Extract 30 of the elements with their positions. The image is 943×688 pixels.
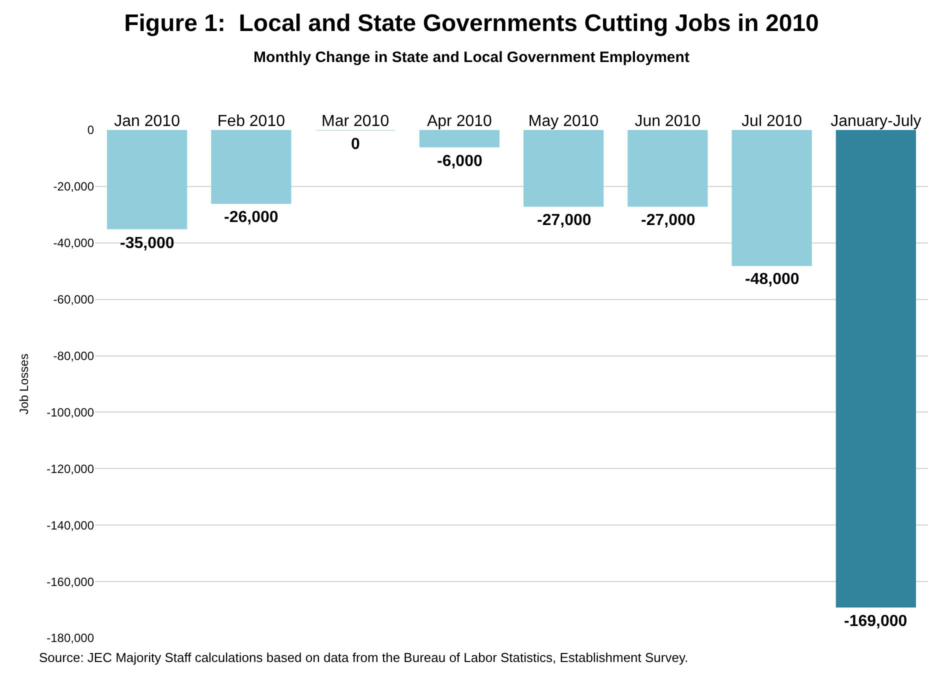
x-tick-label: Apr 2010 [426,112,492,130]
y-tick-label: -180,000 [46,631,94,646]
data-label: -26,000 [224,209,278,226]
x-tick-label: May 2010 [528,112,599,130]
y-axis-title: Job Losses [16,354,31,414]
chart-title: Figure 1: Local and State Governments Cutting Jobs in 2010 [124,10,819,37]
data-label: -27,000 [641,212,696,229]
y-tick-label: -160,000 [46,574,94,589]
y-tick-label: -120,000 [46,462,94,476]
y-tick-label: -20,000 [53,180,94,194]
x-tick-label: Mar 2010 [322,112,390,130]
data-label: -169,000 [844,613,908,630]
data-label: -27,000 [537,212,592,229]
x-tick-label: Jan 2010 [114,112,180,130]
x-tick-label: Jul 2010 [742,112,802,130]
y-tick-label: -60,000 [53,292,94,307]
y-tick-label: -40,000 [53,236,94,250]
y-tick-label: -100,000 [46,405,94,420]
source-note: Source: JEC Majority Staff calculations based on data from the Bureau of Labor Statistics, Establishment Survey. [39,650,688,665]
chart-subtitle: Monthly Change in State and Local Government Employment [254,49,690,66]
data-label: -35,000 [120,235,174,252]
y-tick-label: -80,000 [53,348,94,363]
data-label: -6,000 [437,153,482,170]
x-tick-label: January-July [830,112,922,130]
y-tick-label: -140,000 [46,518,94,532]
data-label: -48,000 [745,271,800,288]
data-label: 0 [351,136,360,153]
y-tick-label: 0 [87,123,94,138]
x-tick-label: Jun 2010 [634,112,701,130]
x-tick-label: Feb 2010 [217,112,286,130]
